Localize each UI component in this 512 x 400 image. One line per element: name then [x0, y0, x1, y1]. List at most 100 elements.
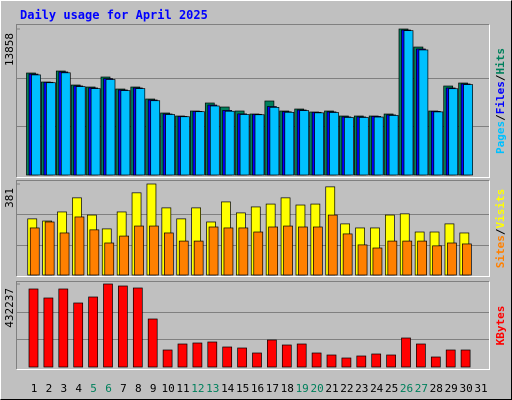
x-tick-label: 3: [60, 382, 67, 395]
bar: [460, 349, 471, 368]
x-tick-label: 20: [310, 382, 323, 395]
bar: [149, 225, 159, 276]
legend-separator: /: [494, 228, 507, 235]
x-tick-label: 4: [75, 382, 82, 395]
bar: [105, 79, 116, 176]
bar: [327, 214, 338, 276]
bar: [401, 337, 411, 368]
bar: [462, 243, 472, 276]
x-tick-label: 10: [161, 382, 174, 395]
bar: [269, 107, 280, 176]
bar: [356, 355, 367, 368]
bar: [268, 226, 278, 276]
bar: [402, 240, 413, 276]
bar: [59, 232, 70, 276]
bar: [372, 247, 383, 276]
bar: [134, 225, 144, 276]
bar: [44, 221, 55, 276]
x-tick-label: 23: [355, 382, 368, 395]
bar: [73, 302, 84, 368]
bar: [433, 111, 444, 176]
bar: [31, 74, 41, 176]
bar: [358, 117, 369, 176]
bar: [104, 242, 115, 276]
bar: [58, 288, 69, 368]
x-tick-label: 15: [236, 382, 249, 395]
bar: [43, 297, 54, 368]
bar: [119, 235, 130, 276]
x-tick-label: 12: [191, 382, 204, 395]
x-tick-label: 29: [445, 382, 458, 395]
bar: [178, 240, 189, 276]
bar: [177, 343, 188, 368]
bar: [432, 245, 442, 276]
legend: KBytes: [494, 306, 507, 346]
bar: [192, 342, 203, 368]
bar: [445, 349, 456, 368]
bar: [417, 240, 427, 276]
legend-entry: Files: [494, 81, 507, 114]
bar: [195, 111, 205, 176]
x-tick-label: 21: [325, 382, 338, 395]
x-tick-label: 13: [206, 382, 219, 395]
bar: [252, 352, 262, 368]
bar: [193, 240, 204, 276]
bar: [60, 72, 71, 176]
bar: [28, 288, 39, 368]
bar: [447, 242, 457, 276]
panel-edge-dark: [16, 24, 490, 178]
bar: [371, 353, 382, 368]
x-tick-label: 16: [251, 382, 264, 395]
bar: [267, 339, 277, 368]
bar: [103, 283, 113, 368]
panel-edge-light: [16, 281, 490, 370]
x-tick-label: 8: [135, 382, 142, 395]
bar: [296, 343, 307, 368]
legend-entry: Visits: [494, 189, 507, 229]
legend-entry: Hits: [494, 48, 507, 75]
bar: [299, 110, 310, 176]
x-tick-label: 31: [474, 382, 487, 395]
x-tick-label: 25: [385, 382, 398, 395]
bar: [222, 346, 233, 368]
bar: [223, 227, 234, 276]
bar: [386, 354, 396, 368]
bar: [224, 110, 235, 176]
x-tick-label: 18: [281, 382, 294, 395]
legend-entry: Sites: [494, 235, 507, 268]
bar: [344, 117, 354, 176]
bar: [311, 352, 322, 368]
bar: [357, 244, 368, 276]
bar: [342, 233, 353, 276]
bar: [283, 225, 293, 276]
legend: Sites/Visits: [494, 189, 507, 269]
bar: [89, 229, 100, 276]
panel-edge-dark: [16, 281, 490, 370]
bar: [298, 226, 308, 276]
bar: [238, 227, 249, 276]
panel-edge-light: [16, 24, 490, 178]
bar: [341, 357, 352, 368]
x-tick-label: 22: [340, 382, 353, 395]
bar: [326, 354, 337, 368]
bar: [281, 344, 292, 368]
panel-edge-dark: [16, 180, 490, 277]
x-tick-label: 28: [430, 382, 443, 395]
y-tick-label: 381: [3, 188, 16, 208]
bar: [132, 287, 143, 368]
bar: [88, 296, 98, 368]
bar: [284, 111, 295, 176]
x-tick-label: 7: [120, 382, 127, 395]
x-tick-label: 11: [176, 382, 189, 395]
bar: [403, 30, 414, 176]
legend-separator: /: [494, 74, 507, 81]
bar: [430, 356, 441, 368]
y-tick-label: 432237: [3, 288, 16, 328]
bar: [329, 112, 339, 176]
bar: [180, 116, 190, 176]
x-tick-label: 5: [90, 382, 97, 395]
bar: [418, 49, 429, 176]
bar: [209, 105, 220, 176]
x-tick-label: 9: [150, 382, 157, 395]
